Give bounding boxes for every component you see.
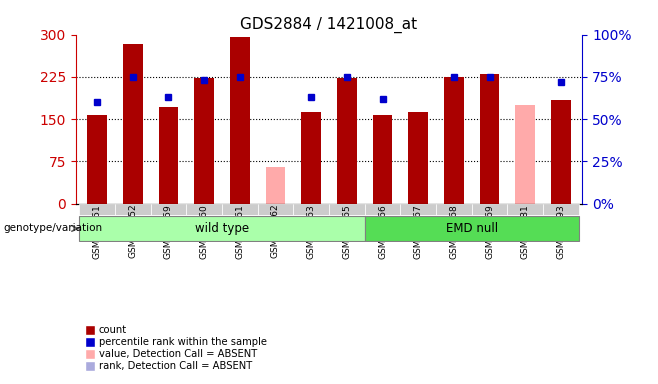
- Bar: [372, 115, 392, 204]
- FancyBboxPatch shape: [222, 204, 258, 215]
- Bar: [409, 112, 428, 204]
- Text: GSM147466: GSM147466: [378, 204, 387, 258]
- Bar: [551, 101, 570, 204]
- Bar: [409, 122, 428, 204]
- Bar: [444, 77, 464, 204]
- Text: GSM147469: GSM147469: [485, 204, 494, 258]
- Text: GSM147481: GSM147481: [520, 204, 530, 258]
- Text: GSM147463: GSM147463: [307, 204, 316, 258]
- FancyBboxPatch shape: [258, 204, 293, 215]
- Bar: [230, 37, 249, 204]
- Title: GDS2884 / 1421008_at: GDS2884 / 1421008_at: [240, 17, 418, 33]
- Legend: count, percentile rank within the sample, value, Detection Call = ABSENT, rank, : count, percentile rank within the sample…: [81, 321, 270, 375]
- Bar: [194, 78, 214, 204]
- Text: wild type: wild type: [195, 222, 249, 235]
- Text: GSM147451: GSM147451: [93, 204, 101, 258]
- FancyBboxPatch shape: [293, 204, 329, 215]
- FancyBboxPatch shape: [186, 204, 222, 215]
- Text: GSM147461: GSM147461: [236, 204, 244, 258]
- FancyBboxPatch shape: [436, 204, 472, 215]
- FancyBboxPatch shape: [472, 204, 507, 215]
- Bar: [266, 167, 286, 204]
- Text: GSM147465: GSM147465: [342, 204, 351, 258]
- FancyBboxPatch shape: [365, 204, 400, 215]
- FancyBboxPatch shape: [79, 204, 115, 215]
- Bar: [79, 217, 365, 240]
- Bar: [480, 74, 499, 204]
- FancyBboxPatch shape: [151, 204, 186, 215]
- Bar: [88, 115, 107, 204]
- Bar: [515, 105, 535, 204]
- Text: EMD null: EMD null: [445, 222, 498, 235]
- Text: GSM147460: GSM147460: [199, 204, 209, 258]
- FancyBboxPatch shape: [507, 204, 543, 215]
- Bar: [301, 112, 321, 204]
- FancyBboxPatch shape: [329, 204, 365, 215]
- FancyBboxPatch shape: [400, 204, 436, 215]
- Bar: [337, 78, 357, 204]
- Text: genotype/variation: genotype/variation: [3, 223, 103, 233]
- FancyBboxPatch shape: [115, 204, 151, 215]
- Bar: [365, 217, 579, 240]
- Text: GSM147459: GSM147459: [164, 204, 173, 258]
- Text: GSM147468: GSM147468: [449, 204, 459, 258]
- Text: GSM147493: GSM147493: [557, 204, 565, 258]
- FancyBboxPatch shape: [543, 204, 579, 215]
- Bar: [159, 107, 178, 204]
- Text: GSM147462: GSM147462: [271, 204, 280, 258]
- Text: GSM147467: GSM147467: [414, 204, 422, 258]
- Text: GSM147452: GSM147452: [128, 204, 138, 258]
- Bar: [123, 43, 143, 204]
